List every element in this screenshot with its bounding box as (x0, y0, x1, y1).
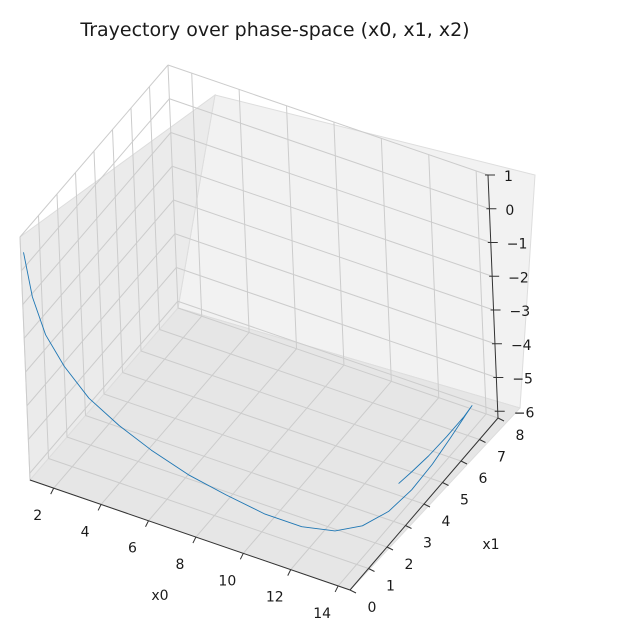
y-grid-line (140, 350, 462, 462)
x-tick-label: 4 (81, 524, 90, 540)
z-tick-label: −1 (507, 237, 528, 253)
z-grid-line (176, 267, 497, 378)
z-grid-line (167, 64, 489, 176)
series-layer (23, 252, 473, 532)
y-tick-mark (497, 417, 505, 422)
z-grid-line (170, 132, 491, 243)
z-grid-line (27, 267, 177, 440)
y-tick-mark (386, 546, 394, 551)
z-tick-label: −2 (508, 270, 529, 286)
z-grid-line (19, 64, 169, 238)
z-tick-label: −3 (510, 304, 531, 320)
z-tick-label: −6 (514, 405, 535, 421)
z-grid-line (22, 132, 172, 305)
y-tick-label: 0 (368, 600, 377, 616)
x-tick-mark (287, 569, 292, 576)
chart-title: Trayectory over phase-space (x0, x1, x2) (79, 19, 469, 41)
x-tick-label: 6 (128, 541, 137, 557)
x-tick-label: 14 (313, 606, 331, 622)
y-tick-mark (405, 525, 412, 529)
x-tick-mark (97, 504, 102, 511)
x-tick-label: 2 (33, 508, 42, 524)
y-axis-line (349, 417, 499, 591)
x-tick-mark (145, 520, 149, 527)
y-axis-label: x1 (482, 537, 499, 553)
z-grid-line (177, 300, 498, 412)
x-tick-label: 10 (218, 573, 236, 589)
y-tick-mark (349, 589, 357, 594)
y-tick-mark (479, 439, 486, 443)
z-grid-line (29, 300, 179, 474)
y-tick-label: 7 (497, 450, 506, 466)
x-tick-label: 12 (266, 590, 284, 606)
y-tick-label: 6 (479, 471, 488, 487)
z-tick-label: 1 (504, 169, 513, 185)
y-tick-mark (460, 460, 468, 465)
z-grid-line (169, 98, 490, 210)
z-grid-line (174, 233, 496, 345)
z-grid-line (26, 233, 176, 407)
y-tick-mark (442, 482, 449, 486)
y-tick-mark (368, 568, 375, 572)
y-grid-line (48, 458, 369, 569)
x-axis-line (29, 479, 351, 591)
y-grid-line (122, 372, 443, 483)
y-grid-line (103, 393, 425, 505)
y-grid-line (66, 436, 388, 548)
y-tick-mark (423, 503, 431, 508)
z-tick-label: −5 (512, 372, 533, 388)
y-grid-line (159, 329, 480, 440)
y-grid-line (85, 415, 406, 526)
x-tick-mark (50, 487, 55, 495)
z-grid-line (173, 199, 494, 311)
y-grid-line (177, 307, 499, 419)
z-axis-line (487, 174, 499, 419)
z-tick-label: 0 (505, 203, 514, 219)
x-tick-mark (192, 536, 197, 544)
y-tick-label: 4 (442, 514, 451, 530)
y-tick-label: 5 (460, 493, 469, 509)
x-tick-label: 8 (175, 557, 184, 573)
z-tick-label: −4 (511, 338, 532, 354)
z-grid-line (23, 165, 173, 339)
x-tick-mark (239, 553, 244, 560)
grid-lines (19, 64, 499, 591)
trajectory-line (23, 252, 473, 532)
y-tick-label: 1 (386, 579, 395, 595)
z-grid-line (172, 165, 493, 277)
x-axis-label: x0 (151, 588, 168, 604)
x-tick-mark (334, 585, 339, 593)
y-tick-label: 3 (423, 536, 432, 552)
y-tick-label: 8 (516, 428, 525, 444)
z-grid-line (21, 98, 170, 272)
y-tick-label: 2 (405, 557, 414, 573)
